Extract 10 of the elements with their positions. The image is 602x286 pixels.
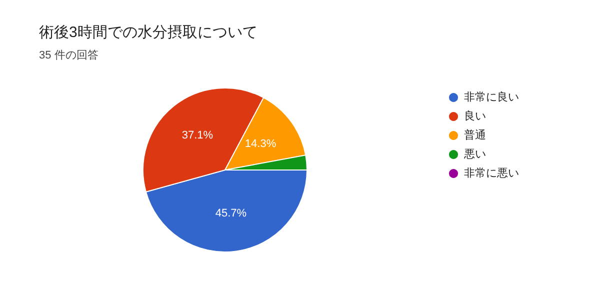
legend-label: 悪い — [463, 148, 486, 160]
chart-title: 術後3時間での水分摂取について — [39, 24, 258, 41]
legend-label: 普通 — [464, 128, 486, 142]
data-label: 14.3% — [244, 138, 276, 150]
legend-label: 非常に良い — [464, 90, 519, 104]
legend-label: 非常に悪い — [464, 166, 519, 180]
data-label: 37.1% — [182, 130, 214, 142]
legend-label: 良い — [464, 110, 486, 122]
data-label: 45.7% — [215, 208, 247, 220]
chart-subtitle: 35 件の回答 — [39, 50, 98, 62]
